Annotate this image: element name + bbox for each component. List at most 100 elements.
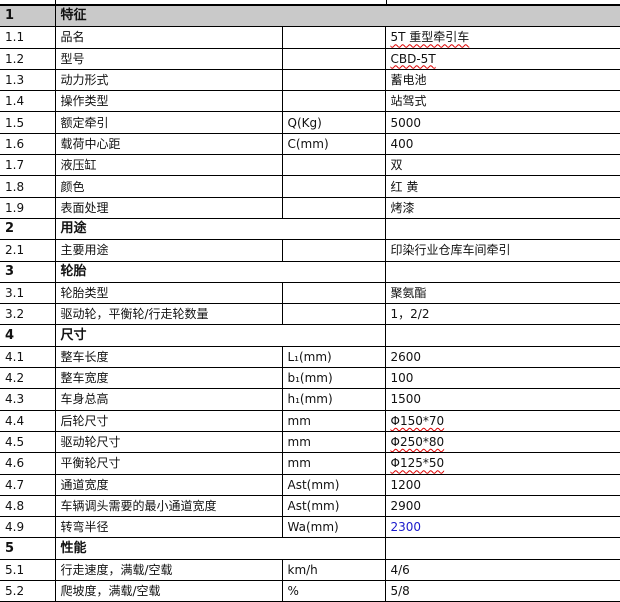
item-value-text: 400	[390, 136, 414, 151]
item-name: 轮胎类型	[54, 281, 283, 305]
item-value-text: 1500	[390, 392, 422, 407]
item-unit: mm	[281, 430, 386, 454]
item-value-text: 印染行业仓库车间牵引	[390, 243, 511, 258]
item-value-text: CBD-5T	[390, 51, 436, 66]
item-name: 驱动轮，平衡轮/行走轮数量	[54, 303, 283, 326]
item-value: 4/6	[384, 558, 620, 582]
item-number: 5.1	[0, 558, 56, 582]
item-number: 4.3	[0, 388, 56, 411]
item-value-text: 聚氨酯	[390, 286, 427, 300]
item-unit	[281, 47, 386, 70]
item-unit: Q(Kg)	[281, 111, 386, 134]
item-number: 3	[0, 260, 56, 283]
table-row: 4.8 车辆调头需要的最小通道宽度 Ast(mm) 2900	[0, 494, 620, 518]
item-value-text: Φ150*70	[390, 413, 445, 428]
top-strip	[0, 0, 620, 5]
item-number: 4.8	[0, 494, 56, 518]
item-unit: %	[281, 580, 386, 602]
item-unit: mm	[281, 452, 386, 475]
item-name: 驱动轮尺寸	[54, 430, 283, 454]
item-number: 4	[0, 324, 56, 347]
item-value-text: 站驾式	[390, 94, 427, 109]
item-name: 液压缸	[54, 154, 283, 177]
item-value: 双	[384, 154, 620, 177]
item-value-text: 100	[390, 371, 414, 386]
item-unit: km/h	[281, 558, 386, 582]
section-row: 2 用途	[0, 217, 620, 241]
table-row: 1.3 动力形式 蓄电池	[0, 68, 620, 92]
item-unit	[281, 175, 386, 198]
table-row: 5.2 爬坡度，满载/空载% 5/8	[0, 580, 620, 602]
table-row: 1.1 品名 5T 重型牵引车	[0, 26, 620, 49]
item-value: 1，2/2	[384, 303, 620, 326]
item-unit: b₁(mm)	[281, 367, 386, 390]
table-row: 1.7 液压缸 双	[0, 154, 620, 177]
item-unit: Wa(mm)	[281, 516, 386, 539]
item-name: 通道宽度	[54, 473, 283, 496]
item-number: 4.9	[0, 516, 56, 539]
item-value: 400	[384, 132, 620, 156]
item-value: 1500	[384, 388, 620, 411]
item-value: 站驾式	[384, 90, 620, 113]
item-unit: Ast(mm)	[281, 473, 386, 496]
section-title: 轮胎	[54, 260, 386, 283]
item-value: Φ125*50	[384, 452, 620, 475]
item-value: 100	[384, 367, 620, 390]
item-value-text: 烤漆	[390, 200, 415, 215]
item-name: 后轮尺寸	[54, 409, 283, 432]
section-row: 1 特征	[0, 4, 620, 28]
item-unit	[281, 196, 386, 219]
item-value-text: 5/8	[390, 584, 410, 599]
item-number: 1.2	[0, 47, 56, 70]
item-number: 4.2	[0, 367, 56, 390]
item-value: 蓄电池	[384, 68, 620, 92]
item-value-text: 1200	[390, 477, 422, 492]
item-name: 载荷中心距	[54, 132, 283, 156]
table-row: 1.9 表面处理 烤漆	[0, 196, 620, 219]
item-value-text: 5T 重型牵引车	[390, 30, 470, 45]
item-name: 额定牵引	[54, 111, 283, 134]
spec-table: 1 特征 1.1 品名 5T 重型牵引车 1.2 型号 CBD-5T 1.3 动力形式 蓄电池 1.4…	[0, 4, 620, 602]
item-value-text: 4/6	[390, 562, 410, 577]
item-value: 5T 重型牵引车	[384, 26, 620, 49]
item-number: 4.5	[0, 430, 56, 454]
item-unit: h₁(mm)	[281, 388, 386, 411]
table-row: 1.4 操作类型 站驾式	[0, 90, 620, 113]
empty-cell	[384, 537, 620, 560]
item-unit	[281, 90, 386, 113]
item-name: 平衡轮尺寸	[54, 452, 283, 475]
item-value-text: 2300	[390, 520, 422, 535]
item-value: 2900	[384, 494, 620, 518]
table-row: 3.2 驱动轮，平衡轮/行走轮数量 1，2/2	[0, 303, 620, 326]
item-value-text: 蓄电池	[390, 73, 427, 88]
item-value: 烤漆	[384, 196, 620, 219]
section-title: 性能	[54, 537, 386, 560]
item-name: 整车宽度	[54, 367, 283, 390]
item-number: 3.1	[0, 281, 56, 305]
item-name: 型号	[54, 47, 283, 70]
item-name: 车身总高	[54, 388, 283, 411]
item-value-text: 双	[390, 158, 403, 173]
table-row: 4.7 通道宽度 Ast(mm) 1200	[0, 473, 620, 496]
item-number: 1.6	[0, 132, 56, 156]
item-value-text: 2600	[390, 349, 422, 364]
table-row: 4.6 平衡轮尺寸 mm Φ125*50	[0, 452, 620, 475]
item-value-text: 1，2/2	[390, 307, 430, 322]
table-row: 1.2 型号 CBD-5T	[0, 47, 620, 70]
item-value-text: Φ250*80	[390, 435, 445, 450]
item-unit	[281, 281, 386, 305]
section-title: 用途	[54, 217, 386, 241]
item-value: CBD-5T	[384, 47, 620, 70]
item-number: 1	[0, 4, 56, 28]
item-unit	[281, 68, 386, 92]
item-name: 车辆调头需要的最小通道宽度	[54, 494, 283, 518]
section-row: 4 尺寸	[0, 324, 620, 347]
item-number: 1.7	[0, 154, 56, 177]
item-value: Φ150*70	[384, 409, 620, 432]
table-row: 3.1 轮胎类型 聚氨酯	[0, 281, 620, 305]
item-unit: Ast(mm)	[281, 494, 386, 518]
item-number: 1.5	[0, 111, 56, 134]
item-number: 4.7	[0, 473, 56, 496]
item-number: 1.1	[0, 26, 56, 49]
item-value-text: Φ125*50	[390, 456, 445, 471]
